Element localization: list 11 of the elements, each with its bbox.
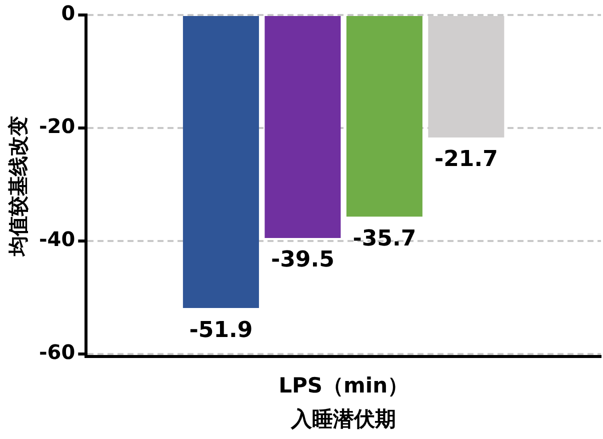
y-axis-title: 均值较基线改变 (6, 116, 30, 257)
data-label: -39.5 (270, 248, 334, 273)
x-tick-label: LPS（min） (278, 374, 409, 398)
y-tick-label: -60 (38, 340, 76, 364)
data-label: -21.7 (434, 147, 498, 172)
y-tick-label: 0 (61, 1, 76, 26)
data-label: -51.9 (189, 318, 253, 343)
y-tick-label: -20 (38, 114, 76, 138)
x-axis-title: 入睡潜伏期 (290, 406, 396, 431)
y-tick-label: -40 (38, 227, 76, 252)
data-label: -35.7 (352, 226, 416, 252)
